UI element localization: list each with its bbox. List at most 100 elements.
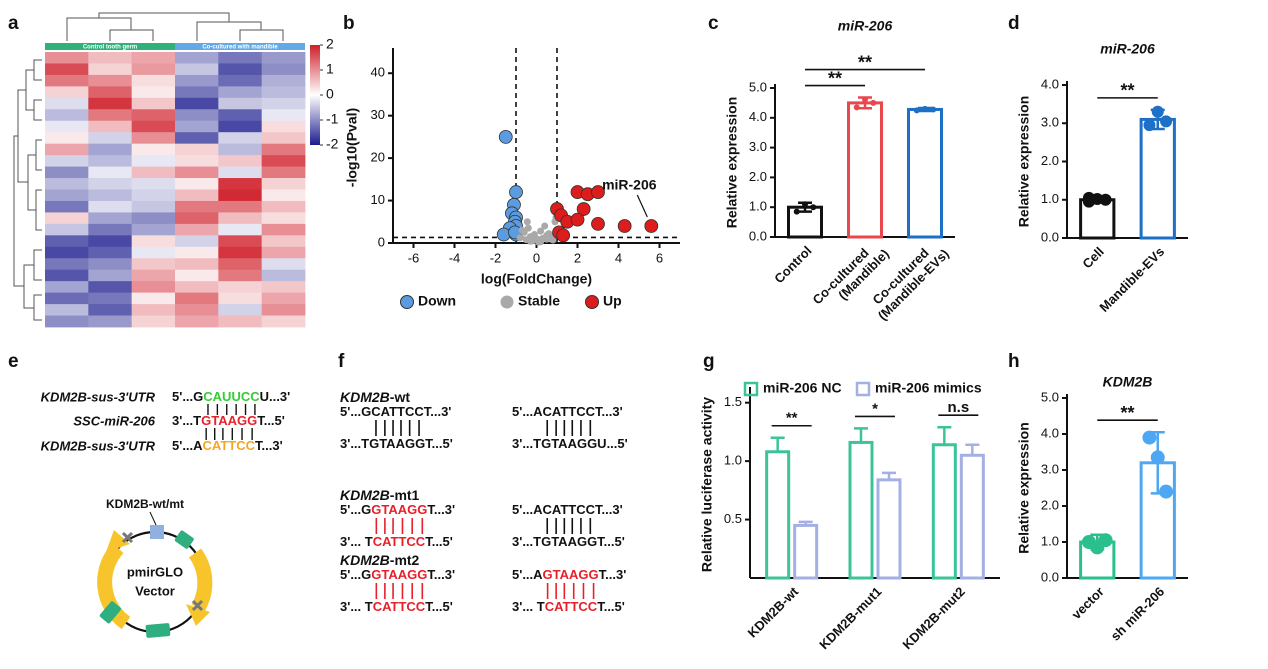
panel-label: f	[338, 351, 345, 372]
strand: 5'...ACATTCCT...3'	[512, 404, 623, 419]
heatmap-cell	[88, 166, 133, 179]
row-dendrogram	[13, 59, 42, 321]
colorbar-tick-label: -1	[326, 111, 339, 127]
y-tick-label: 1.5	[724, 394, 742, 409]
data-point	[518, 226, 526, 234]
heatmap-cell	[131, 269, 176, 282]
heatmap-cell	[175, 292, 219, 305]
significance-label: *	[872, 400, 878, 417]
strand: 5'...ACATTCCT...3'	[512, 502, 623, 517]
heatmap-cell	[131, 246, 176, 259]
heatmap-cell	[218, 258, 263, 271]
chart-title: KDM2B	[1103, 374, 1153, 390]
strand-part: CATTCC	[373, 599, 426, 614]
column-group-bar	[175, 43, 305, 50]
y-tick-label: 2.0	[1041, 497, 1059, 512]
sequence-core: CAUUCC	[203, 389, 260, 404]
heatmap-cell	[175, 143, 219, 156]
y-tick-label: 0.5	[724, 511, 742, 526]
heatmap-cell	[175, 97, 219, 110]
heatmap-cell	[175, 304, 219, 316]
y-axis-label: Relative expression	[724, 97, 740, 229]
heatmap-cell	[261, 304, 306, 316]
colorbar	[310, 45, 320, 145]
heatmap-cell	[88, 86, 133, 99]
strand: 5'...GGTAAGGT...3'	[340, 567, 455, 582]
heatmap-cell	[45, 143, 89, 156]
suffix: -mt2	[390, 552, 420, 568]
heatmap-cell	[45, 109, 89, 122]
heatmap-cell	[88, 155, 133, 167]
y-axis-label: Relative expression	[1016, 422, 1032, 554]
heatmap-cell	[88, 304, 133, 316]
y-tick-label: 4.0	[1041, 425, 1059, 440]
heatmap-cell	[131, 97, 176, 110]
chart-title: miR-206	[838, 18, 893, 34]
data-point	[576, 202, 591, 216]
legend-marker	[500, 295, 514, 309]
heatmap-cell	[218, 212, 263, 225]
y-tick-label: 20	[371, 150, 385, 165]
strand-part: GTAAGG	[371, 502, 427, 517]
sequence-label: KDM2B-sus-3'UTR	[41, 438, 156, 453]
heatmap-cell	[218, 223, 263, 236]
heatmap-cell	[131, 304, 176, 316]
plasmid-name: pmirGLO	[127, 564, 183, 579]
data-point	[591, 216, 605, 231]
error-bar	[882, 471, 896, 480]
heatmap-cell	[45, 189, 89, 202]
legend-label: miR-206 NC	[763, 380, 842, 396]
heatmap-cell	[131, 200, 176, 213]
error-bar	[798, 520, 813, 526]
heatmap-cell	[45, 86, 89, 99]
heatmap-cell	[88, 52, 133, 64]
heatmap-cell	[261, 235, 306, 248]
heatmap-cell	[45, 258, 89, 271]
heatmap-cell	[45, 52, 89, 64]
y-axis-label: -log10(Pval)	[344, 108, 360, 187]
heatmap-cell	[131, 63, 176, 76]
heatmap-cell	[175, 166, 219, 179]
heatmap-cell	[175, 120, 219, 133]
data-point	[1151, 105, 1164, 118]
plasmid-gene	[97, 542, 131, 630]
heatmap-cell	[261, 132, 306, 145]
heatmap-cell	[45, 304, 89, 316]
strand-part: 5'...G	[340, 502, 371, 517]
y-tick-label: 3.0	[1041, 115, 1059, 130]
heatmap-cell	[175, 155, 219, 167]
column-group-label: Co-cultured with mandible	[202, 44, 278, 50]
strand-part: 5'...GCATTCCT...3'	[340, 404, 451, 419]
insert-label: KDM2B-wt/mt	[106, 497, 184, 511]
error-bar	[770, 436, 785, 452]
gene-name: KDM2B	[340, 389, 390, 405]
colorbar-tick-label: -2	[326, 136, 339, 152]
heatmap-cell	[218, 178, 263, 190]
plasmid-element	[145, 623, 171, 638]
heatmap-cell	[175, 223, 219, 236]
x-tick-label: 0	[533, 250, 540, 265]
plasmid-arrow	[106, 530, 130, 552]
heatmap-cell	[261, 189, 306, 202]
strand-part: 3'...TGTAAGGT...5'	[512, 534, 625, 549]
strand: 3'... TCATTCCT...5'	[340, 534, 453, 549]
heatmap-cell	[131, 315, 176, 328]
heatmap-cell	[175, 269, 219, 282]
annotation: miR-206	[602, 177, 657, 193]
heatmap-cell	[88, 269, 133, 282]
data-point	[498, 129, 513, 144]
heatmap-cell	[261, 63, 306, 76]
sequence: 3'...TGTAAGGT...5'	[172, 413, 285, 428]
x-tick-label: 2	[574, 250, 581, 265]
data-point	[556, 228, 571, 243]
error-bar	[965, 443, 980, 456]
error-bar	[937, 425, 952, 445]
heatmap-cell	[261, 269, 306, 282]
heatmap-cell	[45, 246, 89, 259]
sequence-label: KDM2B-sus-3'UTR	[41, 389, 156, 404]
heatmap-cell	[88, 97, 133, 110]
data-point	[922, 105, 928, 112]
column-group-label: Control tooth germ	[83, 44, 137, 50]
heatmap-cell	[218, 63, 263, 76]
panel-label: h	[1008, 351, 1020, 372]
